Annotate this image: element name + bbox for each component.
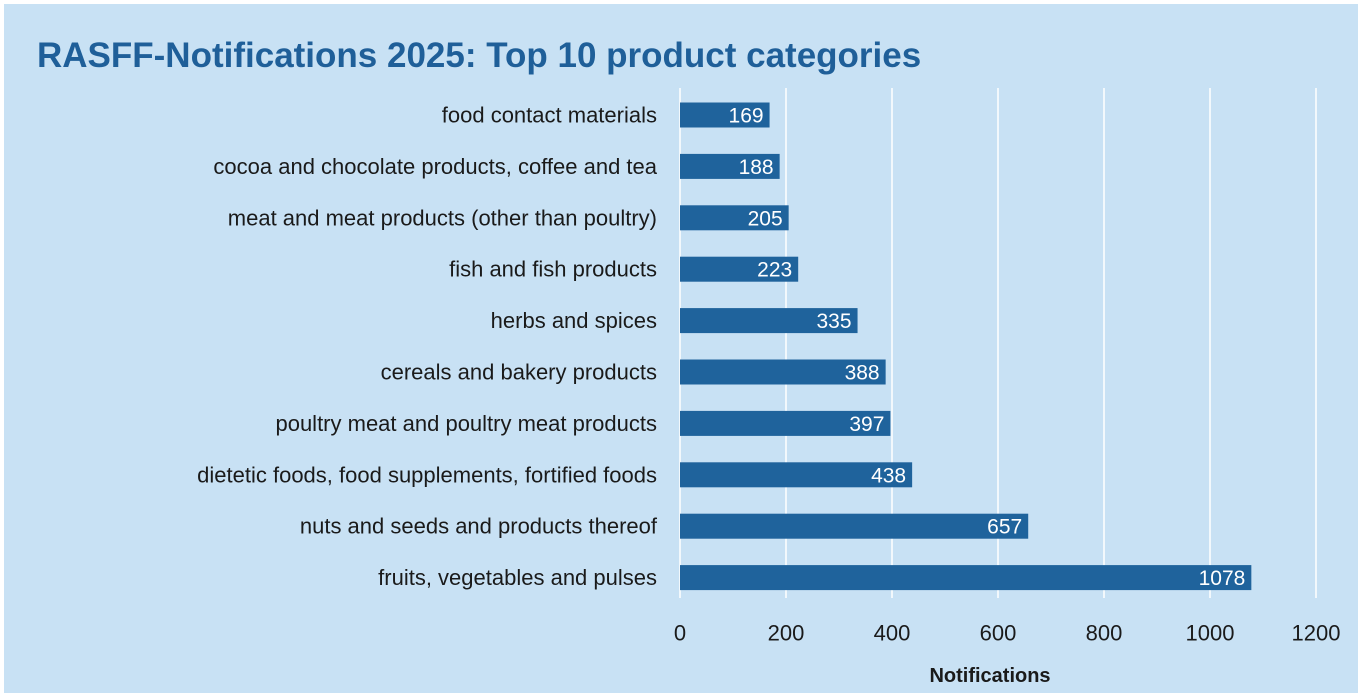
- bar: [680, 205, 789, 231]
- bar: [680, 308, 858, 334]
- bar: [680, 462, 913, 488]
- x-tick-label: 1200: [1292, 621, 1341, 646]
- bar: [680, 153, 780, 179]
- bar-value-label: 188: [739, 156, 774, 179]
- category-label: poultry meat and poultry meat products: [275, 411, 657, 436]
- bar-value-label: 1078: [1199, 567, 1246, 590]
- x-tick-label: 400: [874, 621, 911, 646]
- bar: [680, 513, 1029, 539]
- x-tick-label: 1000: [1186, 621, 1235, 646]
- bar: [680, 565, 1252, 591]
- category-label: dietetic foods, food supplements, fortif…: [197, 462, 657, 487]
- x-tick-label: 0: [674, 621, 686, 646]
- category-label: cocoa and chocolate products, coffee and…: [213, 154, 657, 179]
- category-label: nuts and seeds and products thereof: [300, 514, 658, 539]
- bar-value-label: 335: [817, 310, 852, 333]
- x-axis-title: Notifications: [929, 665, 1050, 687]
- chart-title: RASFF-Notifications 2025: Top 10 product…: [37, 36, 922, 75]
- category-label: fish and fish products: [449, 257, 657, 282]
- bar-value-label: 657: [987, 516, 1022, 539]
- x-tick-label: 200: [768, 621, 805, 646]
- bar: [680, 410, 891, 436]
- category-label: cereals and bakery products: [381, 360, 657, 385]
- bar-value-label: 169: [729, 105, 764, 128]
- bar-value-label: 205: [748, 207, 783, 230]
- category-label: meat and meat products (other than poult…: [228, 205, 657, 230]
- x-tick-label: 800: [1086, 621, 1123, 646]
- category-label: food contact materials: [442, 103, 657, 128]
- x-tick-label: 600: [980, 621, 1017, 646]
- bar: [680, 359, 886, 385]
- bar-value-label: 223: [757, 259, 792, 282]
- bar: [680, 102, 770, 128]
- bar-value-label: 438: [871, 464, 906, 487]
- bar-value-label: 388: [845, 362, 880, 385]
- category-label: herbs and spices: [491, 308, 657, 333]
- category-label: fruits, vegetables and pulses: [378, 565, 657, 590]
- bar: [680, 256, 799, 282]
- bar-value-label: 397: [849, 413, 884, 436]
